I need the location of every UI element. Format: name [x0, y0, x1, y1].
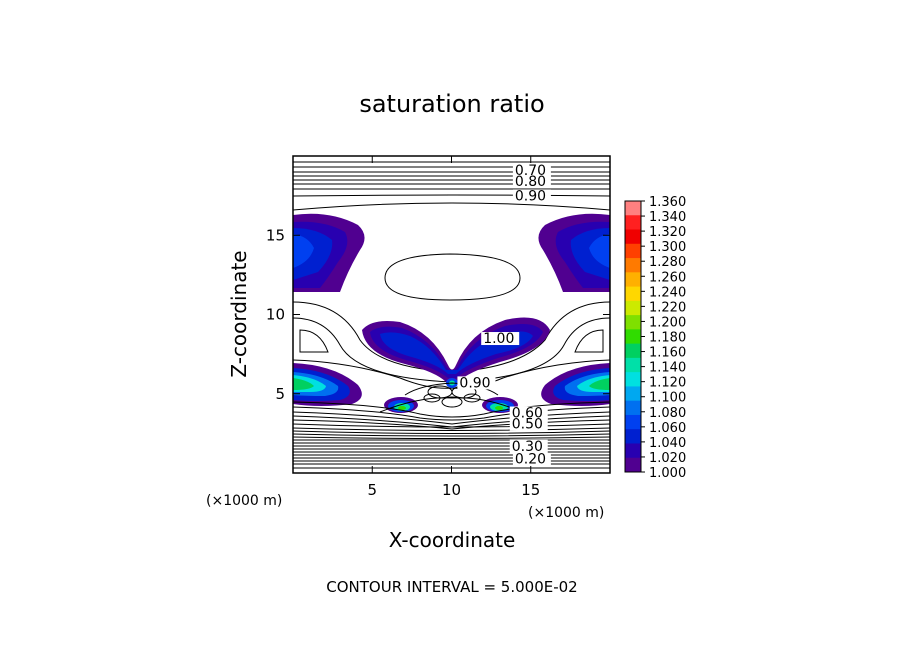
- contour-label: 0.30: [512, 439, 543, 455]
- y-tick-label: 5: [275, 385, 285, 403]
- z-unit-label: (×1000 m): [206, 493, 282, 509]
- colorbar-swatch: [625, 201, 641, 216]
- colorbar-label: 1.000: [649, 466, 686, 481]
- contour-label: 0.50: [512, 417, 543, 433]
- colorbar-label: 1.260: [649, 270, 686, 285]
- contour-label: 0.20: [515, 451, 546, 467]
- colorbar-label: 1.200: [649, 315, 686, 330]
- colorbar-swatch: [625, 243, 641, 259]
- colorbar-swatch: [625, 429, 641, 444]
- contour-label-bg: [481, 332, 520, 346]
- colorbar-label: 1.240: [649, 285, 686, 300]
- colorbar: 1.3601.3401.3201.3001.2801.2601.2401.220…: [624, 195, 686, 481]
- x-axis-label: X-coordinate: [389, 528, 516, 552]
- colorbar-label: 1.020: [649, 451, 686, 466]
- contour-label: 0.60: [512, 406, 543, 422]
- colorbar-label: 1.300: [649, 240, 686, 255]
- y-axis-label: Z-coordinate: [227, 250, 251, 377]
- x-axis: 5 10 15: [367, 156, 540, 499]
- contour-labels: 0.700.800.901.000.900.600.500.300.20: [457, 163, 551, 467]
- contour-label: 1.00: [483, 331, 514, 347]
- colorbar-label: 1.120: [649, 376, 686, 391]
- colorbar-label: 1.340: [649, 210, 686, 225]
- x-unit-label: (×1000 m): [528, 505, 604, 521]
- colorbar-label: 1.100: [649, 391, 686, 406]
- colorbar-swatch: [625, 400, 641, 416]
- contour-interval-note: CONTOUR INTERVAL = 5.000E-02: [326, 578, 577, 596]
- colorbar-swatch: [625, 258, 641, 273]
- contour-label: 0.80: [515, 174, 546, 190]
- contour-label: 0.90: [515, 188, 546, 204]
- colorbar-label: 1.040: [649, 436, 686, 451]
- colorbar-swatch: [625, 229, 641, 245]
- colorbar-swatch: [625, 343, 641, 359]
- y-tick-label: 10: [266, 306, 285, 324]
- colorbar-swatch: [625, 286, 641, 302]
- chart-title: saturation ratio: [359, 90, 544, 118]
- contour-label-bg: [512, 175, 551, 189]
- colorbar-label: 1.080: [649, 406, 686, 421]
- colorbar-swatch: [625, 315, 641, 330]
- central-small-contours: [379, 382, 523, 413]
- contour-label-bg: [512, 452, 551, 466]
- y-axis: 5 10 15: [266, 226, 610, 403]
- contour-label-bg: [512, 164, 551, 178]
- y-tick-label: 15: [266, 226, 285, 244]
- colorbar-swatch: [625, 443, 641, 459]
- x-tick-label: 15: [521, 481, 540, 499]
- colorbar-label: 1.180: [649, 331, 686, 346]
- x-tick-label: 10: [442, 481, 461, 499]
- colorbar-label: 1.160: [649, 346, 686, 361]
- colorbar-swatch: [625, 414, 641, 430]
- contour-label-bg: [509, 417, 548, 431]
- colorbar-swatch: [625, 329, 641, 345]
- colorbar-swatch: [625, 457, 641, 473]
- colorbar-label: 1.140: [649, 361, 686, 376]
- plot-area: 0.700.800.901.000.900.600.500.300.20: [293, 161, 610, 469]
- colorbar-label: 1.060: [649, 421, 686, 436]
- left-upper-supersaturation: [293, 213, 365, 292]
- contour-label-bg: [509, 439, 548, 453]
- colorbar-swatch: [625, 272, 641, 288]
- contour-label-bg: [509, 406, 548, 420]
- lower-contour-lines: [293, 401, 610, 469]
- colorbar-label: 1.320: [649, 225, 686, 240]
- contour-label: 0.70: [515, 163, 546, 179]
- x-tick-label: 5: [367, 481, 377, 499]
- colorbar-swatch: [625, 215, 641, 231]
- colorbar-label: 1.360: [649, 195, 686, 210]
- left-lower-supersaturation: [293, 363, 362, 406]
- colorbar-label: 1.220: [649, 300, 686, 315]
- right-upper-supersaturation: [538, 213, 610, 292]
- colorbar-swatch: [625, 357, 641, 373]
- colorbar-label: 1.280: [649, 255, 686, 270]
- central-closed-contour: [384, 253, 521, 301]
- colorbar-swatch: [625, 386, 641, 402]
- small-lower-blobs: [384, 378, 518, 413]
- contour-label-bg: [457, 376, 496, 390]
- contour-label-bg: [512, 189, 551, 203]
- contour-label: 0.90: [459, 375, 490, 391]
- colorbar-swatch: [625, 372, 641, 387]
- colorbar-swatch: [625, 300, 641, 316]
- upper-contour-lines: [293, 161, 610, 211]
- right-lower-supersaturation: [541, 363, 610, 406]
